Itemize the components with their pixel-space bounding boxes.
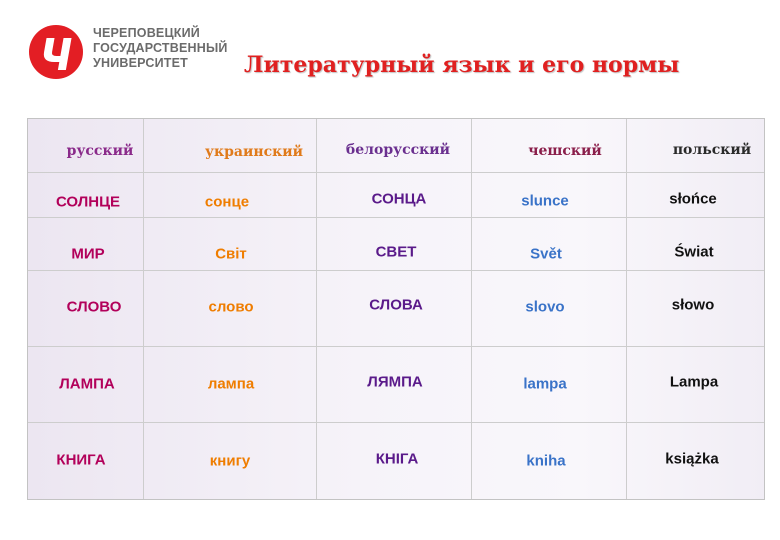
cell-russian: КНИГА [56, 451, 106, 469]
university-name: ЧЕРЕПОВЕЦКИЙ ГОСУДАРСТВЕННЫЙ УНИВЕРСИТЕТ [93, 26, 228, 71]
header-czech: чешский [528, 143, 602, 159]
slide-title: Литературный язык и его нормы [244, 52, 680, 78]
cell-ukrainian: Світ [215, 245, 247, 263]
cell-polish: słońce [669, 190, 717, 208]
column-divider [626, 119, 627, 499]
cell-russian: ЛАМПА [59, 375, 115, 393]
header-belarusian: белорусский [345, 142, 451, 158]
cell-czech: Svět [530, 245, 562, 263]
cell-polish: książka [665, 450, 719, 468]
cell-belarusian: КНІГА [375, 450, 419, 468]
cell-belarusian: СОНЦА [371, 190, 427, 208]
cell-ukrainian: слово [208, 298, 254, 316]
cell-czech: slovo [525, 298, 565, 316]
cell-belarusian: СЛОВА [369, 296, 423, 314]
row-divider [28, 172, 764, 173]
cell-czech: kniha [526, 452, 566, 470]
university-name-line-3: УНИВЕРСИТЕТ [93, 56, 188, 70]
cell-ukrainian: книгу [209, 452, 251, 470]
university-name-line-2: ГОСУДАРСТВЕННЫЙ [93, 41, 228, 55]
header-russian: русский [66, 143, 134, 159]
cell-russian: СОЛНЦЕ [55, 193, 121, 211]
row-divider [28, 422, 764, 423]
cell-ukrainian: сонце [204, 193, 250, 211]
row-divider [28, 346, 764, 347]
university-name-line-1: ЧЕРЕПОВЕЦКИЙ [93, 26, 200, 40]
row-divider [28, 217, 764, 218]
languages-table: русский украинский белорусский чешский п… [27, 118, 765, 500]
cell-belarusian: ЛЯМПА [367, 373, 423, 391]
cell-ukrainian: лампа [207, 375, 255, 393]
cell-russian: СЛОВО [66, 298, 122, 316]
cell-polish: słowo [671, 296, 715, 314]
cell-russian: МИР [71, 245, 105, 263]
cell-polish: Świat [674, 243, 714, 261]
university-logo-icon [29, 25, 83, 79]
column-divider [471, 119, 472, 499]
header-polish: польский [672, 142, 752, 158]
column-divider [316, 119, 317, 499]
cell-belarusian: СВЕТ [375, 243, 417, 261]
column-divider [143, 119, 144, 499]
cell-czech: slunce [521, 192, 569, 210]
cell-czech: lampa [523, 375, 567, 393]
cell-polish: Lampa [669, 373, 719, 391]
row-divider [28, 270, 764, 271]
header-ukrainian: украинский [205, 144, 303, 160]
